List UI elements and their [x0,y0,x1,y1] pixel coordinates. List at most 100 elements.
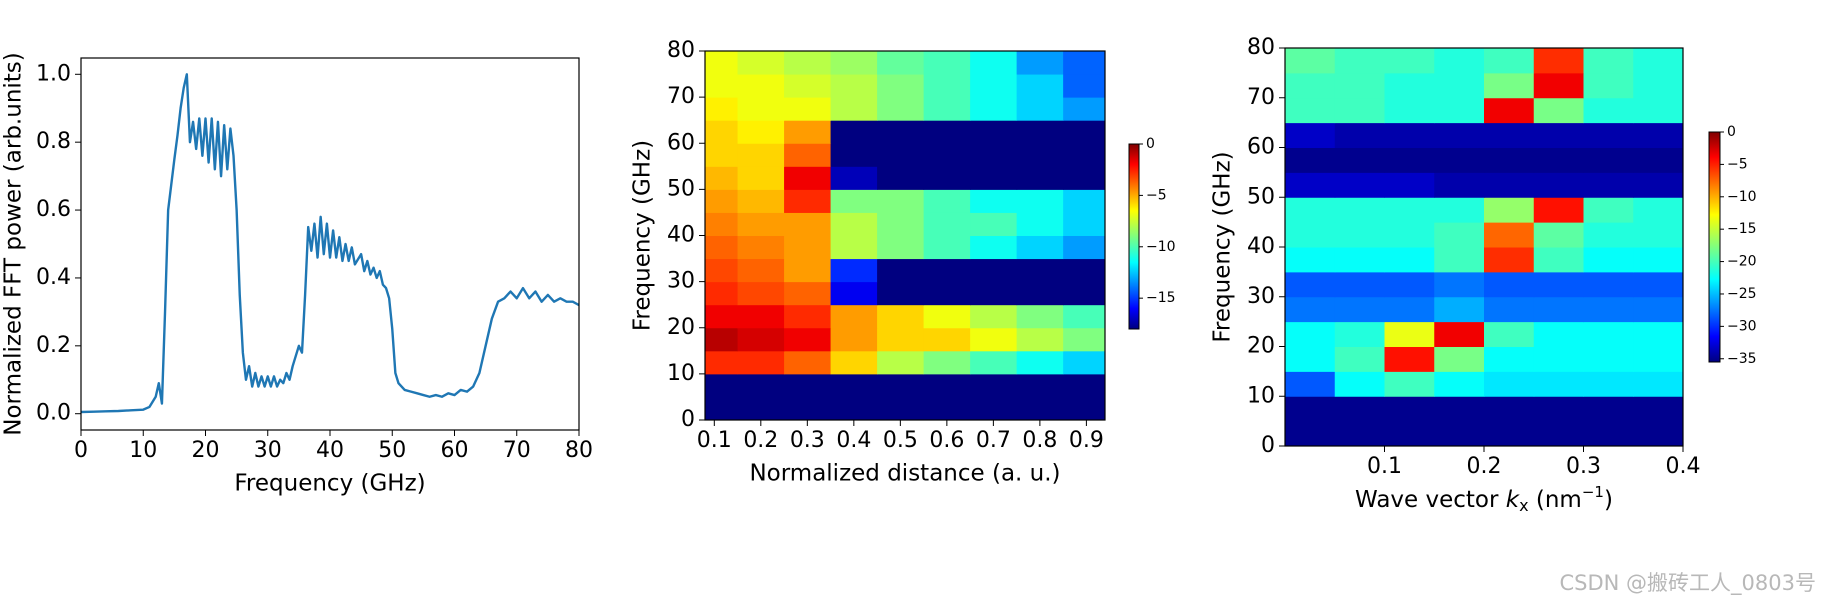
x-tick-label: 30 [254,438,282,463]
heat-cell [1434,147,1485,173]
heat-cell [1434,321,1485,347]
heat-cell [737,281,785,306]
heat-cell [1633,122,1683,148]
heat-cell [877,143,925,167]
heat-cell [1334,396,1385,422]
x-tick-label: 0.3 [1566,454,1601,479]
heat-cell [970,235,1018,260]
heat-cell [923,350,971,375]
heat-cell [1016,143,1064,167]
heat-cell [737,189,785,213]
heat-cell [784,189,832,213]
colorbar-tick-label: −35 [1727,351,1757,367]
y-tick-label: 70 [1247,85,1275,110]
heat-cell [1285,197,1336,223]
x-tick-label: 10 [129,438,157,463]
heat-cell [1484,48,1535,74]
heat-cell [1434,421,1485,446]
heat-cell [1583,222,1634,248]
x-tick-label: 0.7 [976,428,1011,453]
heat-cell [1016,350,1064,375]
colorbar [1708,131,1721,363]
x-axis-label-part: ) [1604,487,1613,513]
heat-cell [737,51,785,75]
colorbar-tick-label: −25 [1727,286,1757,302]
heat-cell [737,235,785,260]
heat-cell [1384,371,1435,397]
heat-cell [970,258,1018,283]
heat-cell [705,166,739,190]
heat-cell [1285,371,1336,397]
heat-cell [1533,421,1584,446]
heat-cell [830,51,878,75]
heat-cell [1484,396,1535,422]
heat-cell [1285,122,1336,148]
heat-cell [830,189,878,213]
heat-cell [784,304,832,329]
line [81,73,579,414]
heat-cell [1334,371,1385,397]
x-tick-label: 0.8 [1022,428,1057,453]
heat-cell [1633,72,1683,99]
heat-cell [1016,373,1064,398]
heat-cell [705,120,739,144]
heat-cell [1334,321,1385,347]
heat-cell [830,120,878,144]
heat-cell [1384,247,1435,273]
heat-cell [830,166,878,190]
heat-cell [1583,371,1634,397]
heat-cell [1016,166,1064,190]
y-tick-label: 0.4 [36,265,71,290]
heat-cell [970,97,1018,121]
heat-cell [737,143,785,167]
heat-cell [830,373,878,398]
heat-cell [923,281,971,306]
x-axis-label: Frequency (GHz) [234,471,425,497]
y-tick-label: 0 [1261,433,1275,458]
heat-cell [705,396,739,420]
x-tick-label: 0.3 [790,428,825,453]
heat-cell [1063,258,1105,283]
colorbar-tick-label: 0 [1727,124,1736,140]
heat-cell [1016,120,1064,144]
x-tick-label: 0.6 [929,428,964,453]
heat-cell [1016,235,1064,260]
heat-cell [1533,371,1584,397]
heat-cell [877,327,925,352]
heat-cell [877,373,925,398]
heat-cell [1063,212,1105,236]
heat-cell [1334,247,1385,273]
heat-cell [1633,247,1683,273]
heat-cell [970,304,1018,329]
panel: 0 10 20 30 40 50 60 70 80 0.0 0.2 0.4 0.6 0.8 1.0 Frequ… [1,52,594,496]
heat-cell [1384,48,1435,74]
heat-cell [1633,147,1683,173]
heat-cell [1063,396,1105,420]
heat-cell [705,258,739,283]
y-tick-label: 0.2 [36,333,71,358]
heat-cell [1384,271,1435,298]
heat-cell [705,74,739,98]
heat-cell [877,97,925,121]
x-tick-label: 70 [503,438,531,463]
heat-cell [1434,72,1485,99]
y-tick-label: 0.0 [36,401,71,426]
heat-cell [1334,172,1385,198]
heat-cell [1533,271,1584,298]
heat-cell [1484,97,1535,124]
heat-cell [1063,304,1105,329]
heat-cell [705,373,739,398]
heat-cell [1583,172,1634,198]
heat-cell [1533,247,1584,273]
heat-cell [784,235,832,260]
heat-cell [1334,197,1385,223]
heat-cell [1016,97,1064,121]
colorbar-tick-label: −30 [1727,318,1757,334]
x-tick-label: 0 [74,438,88,463]
y-axis-label: Normalized FFT power (arb.units) [1,52,27,436]
heat-cell [1063,143,1105,167]
y-tick-label: 0.6 [36,197,71,222]
heat-cell [1484,122,1535,148]
heat-cell [1583,122,1634,148]
heat-cell [1583,271,1634,298]
